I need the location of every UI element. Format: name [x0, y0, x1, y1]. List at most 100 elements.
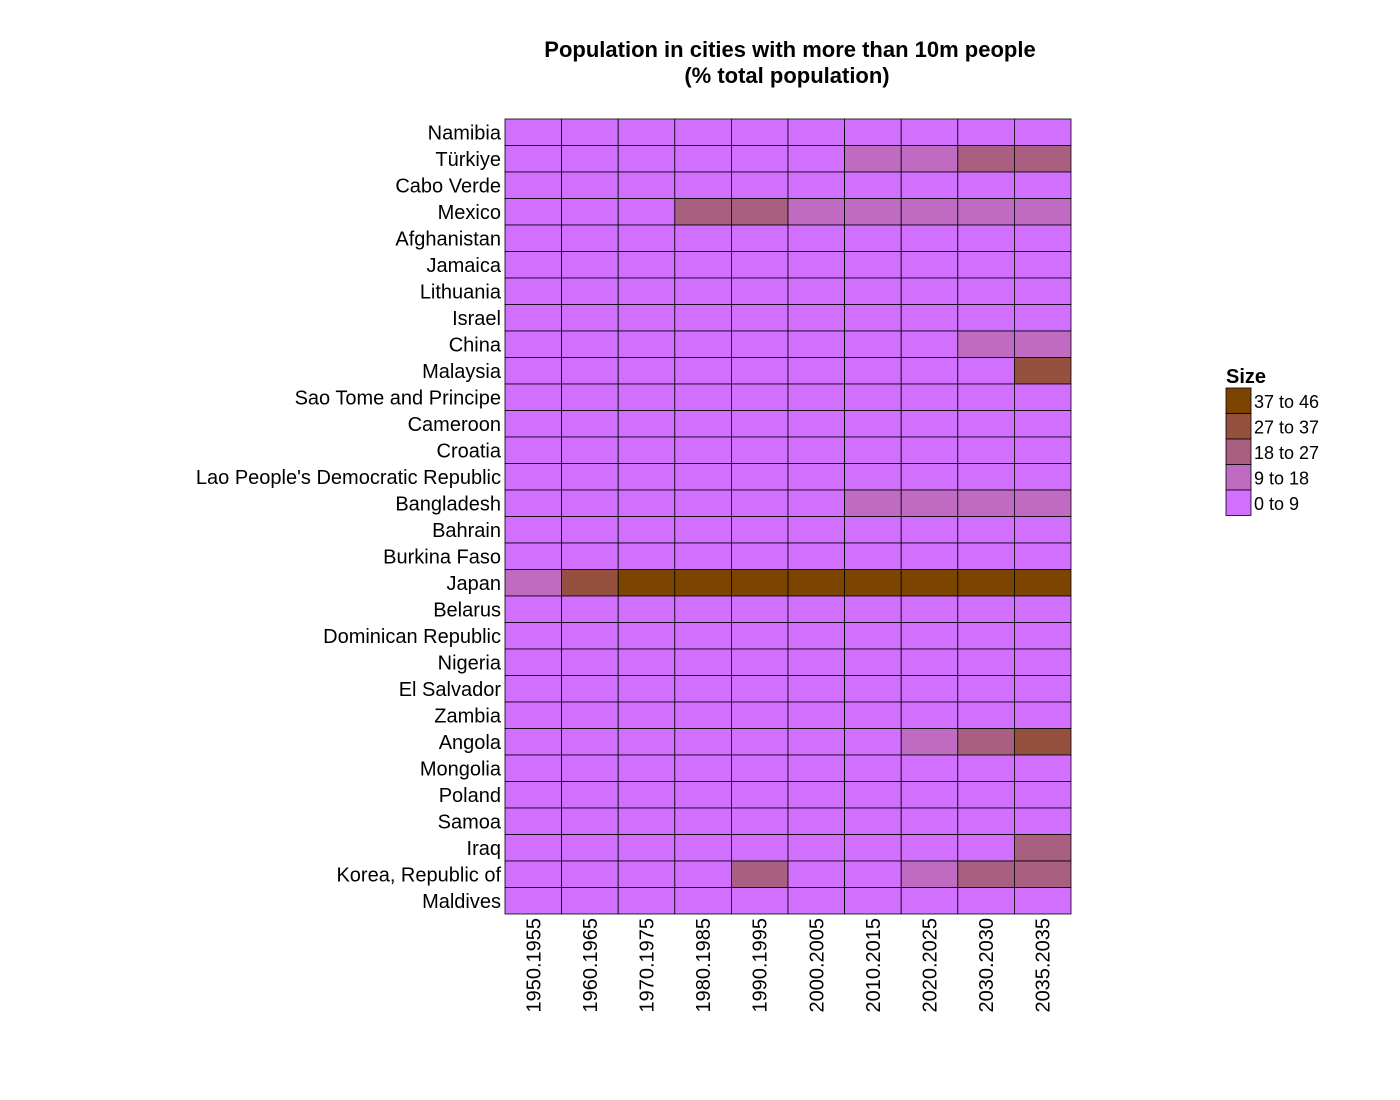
heatmap-cell [1014, 781, 1072, 809]
heatmap-cell [844, 118, 902, 146]
heatmap-cell [1014, 410, 1072, 438]
heatmap-cell [674, 595, 732, 623]
legend-swatch [1225, 438, 1252, 465]
heatmap-cell [787, 383, 845, 411]
heatmap-cell [957, 860, 1015, 888]
heatmap-cell [787, 410, 845, 438]
heatmap-cell [561, 410, 619, 438]
heatmap-cell [957, 436, 1015, 464]
heatmap-cell [617, 224, 676, 252]
heatmap-cell [1014, 569, 1072, 597]
heatmap-cell [900, 410, 959, 438]
heatmap-cell [787, 648, 845, 676]
heatmap-cell [504, 542, 562, 570]
heatmap-cell [674, 622, 732, 650]
heatmap-cell [617, 277, 676, 305]
heatmap-cell [731, 860, 789, 888]
heatmap-cell [844, 701, 902, 729]
heatmap-cell [504, 304, 562, 332]
heatmap-cell [731, 383, 789, 411]
heatmap-cell [900, 436, 959, 464]
y-tick-label: Samoa [438, 811, 502, 833]
heatmap-cell [900, 357, 959, 385]
heatmap-cell [844, 569, 902, 597]
heatmap-cell [900, 489, 959, 517]
heatmap-cell [731, 834, 789, 862]
heatmap-cell [504, 701, 562, 729]
heatmap-cell [844, 410, 902, 438]
heatmap-cell [1014, 145, 1072, 173]
heatmap-cell [617, 595, 676, 623]
heatmap-cell [957, 410, 1015, 438]
heatmap-cell [504, 675, 562, 703]
x-tick-label: 1970.1975 [637, 918, 659, 1013]
heatmap-cell [674, 145, 732, 173]
heatmap-cell [787, 622, 845, 650]
heatmap-cell [900, 622, 959, 650]
heatmap-cell [674, 701, 732, 729]
y-tick-label: Angola [439, 732, 502, 754]
heatmap-cell [561, 277, 619, 305]
heatmap-cell [900, 383, 959, 411]
heatmap-cell [844, 675, 902, 703]
heatmap-cell [957, 887, 1015, 915]
x-tick-label: 2020.2025 [920, 918, 942, 1013]
heatmap-cell [900, 675, 959, 703]
y-tick-label: Cameroon [408, 414, 501, 436]
heatmap-cell [674, 251, 732, 279]
heatmap-cell [674, 463, 732, 491]
heatmap-cell [957, 118, 1015, 146]
heatmap-cell [1014, 595, 1072, 623]
heatmap-cell [787, 807, 845, 835]
heatmap-cell [1014, 728, 1072, 756]
y-tick-label: Sao Tome and Principe [295, 387, 501, 409]
heatmap-cell [787, 701, 845, 729]
heatmap-cell [844, 489, 902, 517]
heatmap-cell [844, 754, 902, 782]
heatmap-cell [844, 542, 902, 570]
heatmap-cell [674, 675, 732, 703]
heatmap-cell [900, 198, 959, 226]
heatmap-cell [731, 807, 789, 835]
heatmap-cell [731, 622, 789, 650]
heatmap-cell [617, 198, 676, 226]
y-tick-label: Dominican Republic [323, 626, 501, 648]
y-tick-label: Croatia [437, 440, 502, 462]
y-tick-label: Zambia [434, 705, 502, 727]
heatmap-cell [731, 728, 789, 756]
y-tick-label: Belarus [433, 599, 501, 621]
heatmap-cell [504, 171, 562, 199]
heatmap-cell [957, 516, 1015, 544]
heatmap-cell [504, 224, 562, 252]
heatmap-cell [844, 198, 902, 226]
heatmap-cell [900, 781, 959, 809]
heatmap-cell [957, 224, 1015, 252]
heatmap-cell [504, 145, 562, 173]
y-tick-label: Iraq [467, 838, 501, 860]
heatmap-cell [731, 171, 789, 199]
y-tick-label: Korea, Republic of [336, 864, 501, 886]
heatmap-cell [844, 277, 902, 305]
heatmap-cell [1014, 675, 1072, 703]
heatmap-cell [617, 118, 676, 146]
heatmap-cell [787, 489, 845, 517]
x-tick-labels: 1950.1955 1960.1965 1970.1975 1980.1985 1990… [523, 918, 1054, 1013]
heatmap-cell [617, 410, 676, 438]
heatmap-cell [731, 251, 789, 279]
heatmap-cell [561, 701, 619, 729]
heatmap-cell [1014, 542, 1072, 570]
heatmap-cell [674, 887, 732, 915]
heatmap-cell [957, 622, 1015, 650]
heatmap-cell [787, 357, 845, 385]
heatmap-cell [617, 728, 676, 756]
heatmap-cell [674, 648, 732, 676]
legend-label: 37 to 46 [1254, 392, 1319, 412]
heatmap-cell [617, 463, 676, 491]
heatmap-cell [957, 542, 1015, 570]
heatmap-cell [561, 436, 619, 464]
heatmap-cell [504, 622, 562, 650]
heatmap-cell [504, 595, 562, 623]
y-tick-label: Lithuania [420, 281, 502, 303]
x-tick-label: 2035.2035 [1033, 918, 1055, 1013]
heatmap-cell [674, 330, 732, 358]
